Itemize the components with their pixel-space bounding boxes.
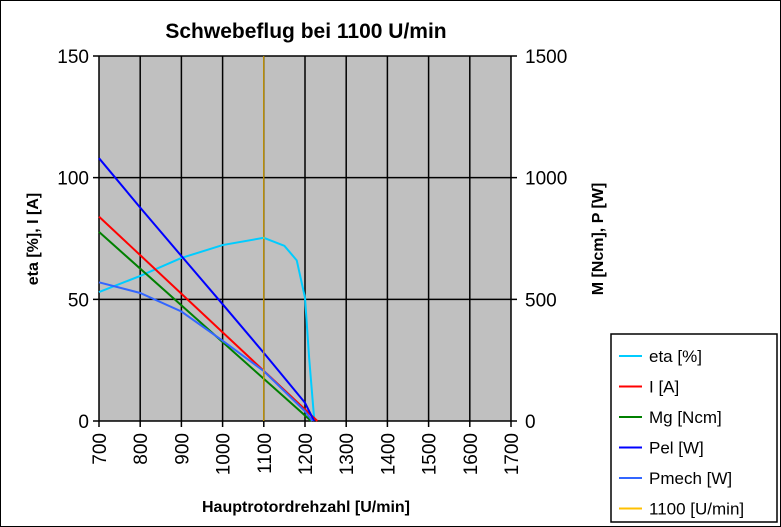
legend xyxy=(610,333,778,523)
x-tick-label: 900 xyxy=(172,433,193,465)
y-right-tick-label: 0 xyxy=(525,412,536,433)
x-tick-label: 1400 xyxy=(378,433,399,475)
x-tick-label: 1700 xyxy=(502,433,523,475)
x-tick-label: 700 xyxy=(90,433,111,465)
series-line-eta xyxy=(98,236,316,418)
series-line-mg xyxy=(98,231,312,422)
y-right-tick-label: 1500 xyxy=(525,47,567,68)
y-right-tick-label: 1000 xyxy=(525,169,567,190)
x-tick-label: 1000 xyxy=(214,433,235,475)
y-axis-left-label: eta [%], I [A] xyxy=(25,193,42,285)
y-right-tick-label: 500 xyxy=(525,290,557,311)
x-tick-label: 800 xyxy=(131,433,152,465)
legend-label: Mg [Ncm] xyxy=(649,408,722,427)
y-axis-right-label: M [Ncm], P [W] xyxy=(590,183,607,296)
chart-title: Schwebeflug bei 1100 U/min xyxy=(165,20,446,43)
x-tick-label: 1500 xyxy=(420,433,441,475)
legend-label: eta [%] xyxy=(649,347,702,366)
x-tick-label: 1600 xyxy=(461,433,482,475)
x-tick-label: 1200 xyxy=(296,433,317,475)
series-line-pel xyxy=(98,157,315,422)
legend-label: 1100 [U/min] xyxy=(649,500,744,519)
y-left-tick-label: 100 xyxy=(57,169,89,190)
series-line-pmech xyxy=(98,281,314,422)
legend-label: Pmech [W] xyxy=(649,469,732,488)
y-left-tick-label: 0 xyxy=(78,412,89,433)
x-tick-label: 1300 xyxy=(337,433,358,475)
legend-label: Pel [W] xyxy=(649,439,704,458)
legend-label: I [A] xyxy=(649,378,679,397)
x-axis-label: Hauptrotordrehzahl [U/min] xyxy=(202,499,410,516)
y-left-tick-label: 50 xyxy=(68,290,89,311)
y-left-tick-label: 150 xyxy=(57,47,89,68)
x-tick-label: 1100 xyxy=(255,433,276,474)
